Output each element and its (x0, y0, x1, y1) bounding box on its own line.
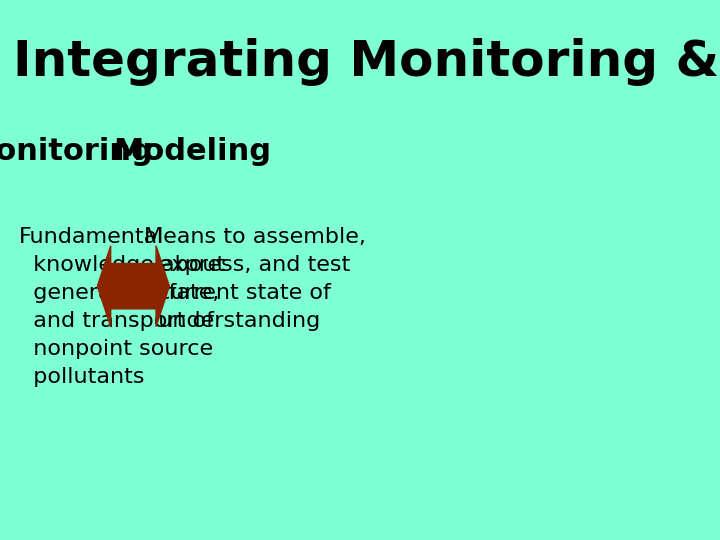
Text: Fundamental
  knowledge about
  generation, fate,
  and transport of
  nonpoint : Fundamental knowledge about generation, … (19, 227, 225, 387)
Text: Integrating Monitoring & Modeling: Integrating Monitoring & Modeling (14, 38, 720, 86)
Text: Modeling: Modeling (113, 137, 271, 166)
Text: Monitoring: Monitoring (0, 137, 153, 166)
Text: Means to assemble,
  express, and test
  current state of
  understanding: Means to assemble, express, and test cur… (144, 227, 366, 331)
Polygon shape (97, 246, 169, 327)
